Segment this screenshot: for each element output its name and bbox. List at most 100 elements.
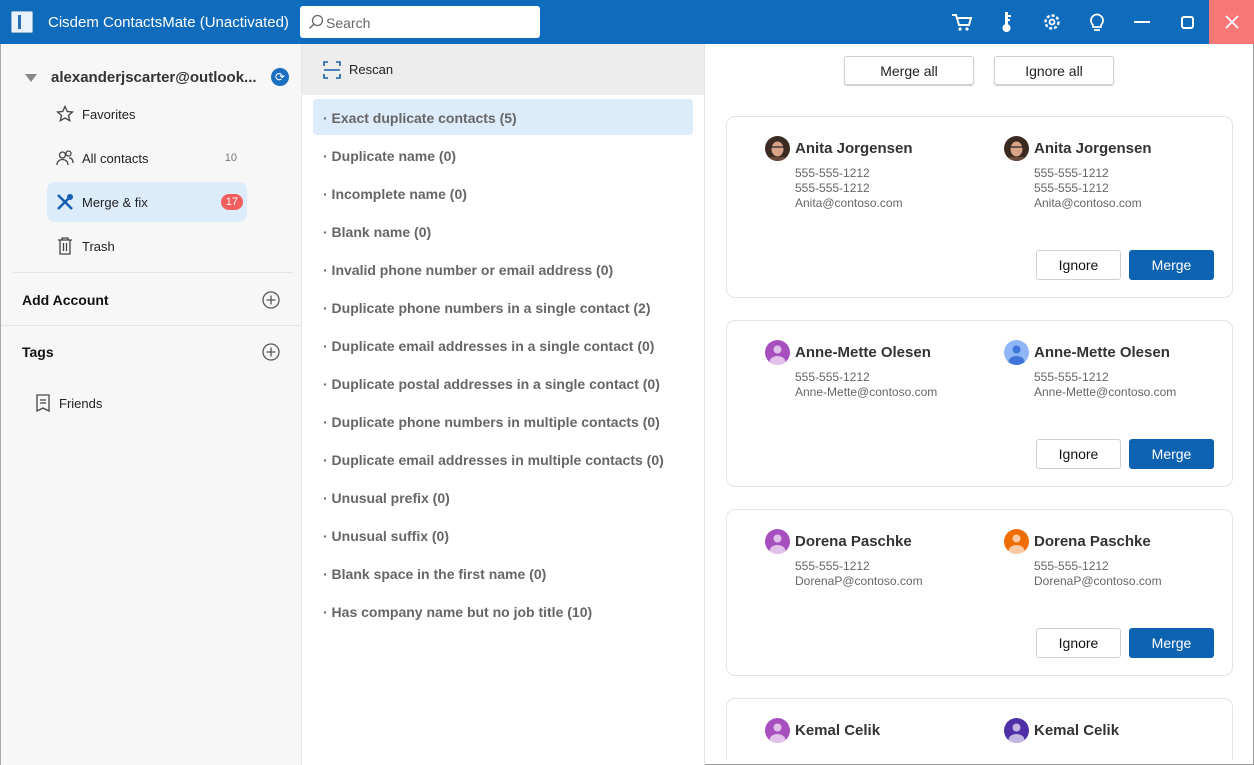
category-item[interactable]: · Blank space in the first name (0)	[323, 566, 547, 582]
scan-icon	[323, 60, 341, 79]
lightbulb-icon[interactable]	[1086, 11, 1108, 33]
sidebar-item-merge-fix[interactable]: Merge & fix 17	[47, 182, 247, 222]
contact-detail: 555-555-1212	[1034, 181, 1109, 195]
add-account-label: Add Account	[22, 292, 109, 308]
account-name: alexanderjscarter@outlook...	[51, 69, 257, 86]
tag-label: Friends	[59, 395, 103, 411]
app-logo-icon	[11, 11, 33, 33]
avatar	[1004, 718, 1029, 743]
category-item[interactable]: · Duplicate name (0)	[323, 148, 457, 164]
account-toggle[interactable]: alexanderjscarter@outlook...	[25, 69, 257, 86]
contact-name: Anita Jorgensen	[795, 140, 913, 157]
sync-icon[interactable]: ⟳	[271, 68, 289, 86]
rescan-label: Rescan	[349, 62, 394, 77]
minimize-icon[interactable]	[1131, 11, 1153, 33]
sidebar-item-favorites[interactable]: Favorites	[47, 94, 247, 134]
contact-detail: DorenaP@contoso.com	[1034, 574, 1162, 588]
avatar	[1004, 529, 1029, 554]
contact-detail: DorenaP@contoso.com	[795, 574, 923, 588]
avatar	[1004, 340, 1029, 365]
category-item[interactable]: · Incomplete name (0)	[323, 186, 467, 202]
duplicates-panel: Merge all Ignore all Anita Jorgensen 555-…	[705, 44, 1254, 765]
divider	[13, 272, 293, 273]
tags-label: Tags	[22, 344, 54, 360]
category-item[interactable]: · Duplicate postal addresses in a single…	[323, 376, 660, 392]
merge-button[interactable]: Merge	[1129, 439, 1214, 469]
contact-detail: Anne-Mette@contoso.com	[1034, 385, 1177, 399]
ignore-button[interactable]: Ignore	[1036, 250, 1121, 280]
avatar	[765, 529, 790, 554]
duplicate-group-card: Anne-Mette Olesen 555-555-1212 Anne-Mette@…	[726, 320, 1233, 487]
cart-icon[interactable]	[951, 11, 973, 33]
search-placeholder: Search	[326, 15, 371, 31]
category-item[interactable]: · Duplicate email addresses in multiple …	[323, 452, 664, 468]
add-tag-plus-icon[interactable]	[262, 343, 280, 361]
duplicate-group-card: Kemal Celik Kemal Celik	[726, 698, 1233, 760]
contact-name: Anne-Mette Olesen	[795, 344, 931, 361]
category-panel: Rescan · Exact duplicate contacts (5) · D…	[302, 44, 705, 765]
tag-item-friends[interactable]: Friends	[35, 394, 102, 412]
avatar	[765, 136, 790, 161]
people-icon	[56, 149, 74, 167]
avatar	[1004, 136, 1029, 161]
contact-name: Anne-Mette Olesen	[1034, 344, 1170, 361]
sidebar-item-all-contacts[interactable]: All contacts 10	[47, 138, 247, 178]
contact-detail: 555-555-1212	[1034, 559, 1109, 573]
merge-button[interactable]: Merge	[1129, 628, 1214, 658]
contact-detail: 555-555-1212	[795, 559, 870, 573]
close-button[interactable]	[1209, 0, 1254, 44]
ignore-all-button[interactable]: Ignore all	[994, 56, 1114, 85]
contact-name: Dorena Paschke	[1034, 533, 1151, 550]
contact-detail: Anne-Mette@contoso.com	[795, 385, 938, 399]
contact-detail: Anita@contoso.com	[795, 196, 903, 210]
sidebar-item-label: Merge & fix	[82, 194, 148, 210]
sidebar-item-label: Favorites	[82, 106, 136, 122]
sidebar: alexanderjscarter@outlook... ⟳ Favorites…	[0, 44, 303, 765]
category-item[interactable]: · Duplicate email addresses in a single …	[323, 338, 655, 354]
star-icon	[56, 105, 74, 123]
divider	[1, 325, 303, 326]
rescan-button[interactable]: Rescan	[302, 44, 704, 95]
ignore-button[interactable]: Ignore	[1036, 628, 1121, 658]
duplicate-group-card: Anita Jorgensen 555-555-1212 555-555-1212 A…	[726, 116, 1233, 298]
contacts-count: 10	[224, 152, 237, 164]
contact-detail: 555-555-1212	[1034, 370, 1109, 384]
close-icon	[1224, 15, 1239, 29]
merge-all-button[interactable]: Merge all	[844, 56, 974, 85]
title-bar: Cisdem ContactsMate (Unactivated) Search	[0, 0, 1254, 44]
sidebar-item-trash[interactable]: Trash	[47, 226, 247, 266]
ignore-button[interactable]: Ignore	[1036, 439, 1121, 469]
avatar	[765, 340, 790, 365]
search-input[interactable]: Search	[300, 6, 540, 38]
add-account-plus-icon[interactable]	[262, 291, 280, 309]
contact-detail: Anita@contoso.com	[1034, 196, 1142, 210]
app-title: Cisdem ContactsMate (Unactivated)	[48, 14, 289, 31]
contact-detail: 555-555-1212	[1034, 166, 1109, 180]
trash-icon	[56, 237, 74, 255]
contact-name: Anita Jorgensen	[1034, 140, 1152, 157]
key-icon[interactable]	[996, 11, 1018, 33]
category-item[interactable]: · Duplicate phone numbers in multiple co…	[323, 414, 660, 430]
contact-detail: 555-555-1212	[795, 166, 870, 180]
gear-icon[interactable]	[1041, 11, 1063, 33]
merge-button[interactable]: Merge	[1129, 250, 1214, 280]
sidebar-item-label: All contacts	[82, 150, 149, 166]
sidebar-item-label: Trash	[82, 238, 115, 254]
category-item[interactable]: · Unusual prefix (0)	[323, 490, 450, 506]
tools-icon	[56, 193, 74, 211]
caret-down-icon	[25, 74, 37, 83]
maximize-icon[interactable]	[1176, 11, 1198, 33]
category-item[interactable]: · Exact duplicate contacts (5)	[313, 99, 693, 135]
avatar	[765, 718, 790, 743]
category-item[interactable]: · Has company name but no job title (10)	[323, 604, 593, 620]
category-item[interactable]: · Blank name (0)	[323, 224, 432, 240]
contact-detail: 555-555-1212	[795, 370, 870, 384]
contact-name: Dorena Paschke	[795, 533, 912, 550]
duplicate-group-card: Dorena Paschke 555-555-1212 DorenaP@contos…	[726, 509, 1233, 676]
category-item[interactable]: · Unusual suffix (0)	[323, 528, 450, 544]
category-item[interactable]: · Duplicate phone numbers in a single co…	[323, 300, 651, 316]
search-icon	[309, 14, 324, 29]
merge-count-badge: 17	[220, 194, 243, 210]
category-item[interactable]: · Invalid phone number or email address …	[323, 262, 614, 278]
contact-name: Kemal Celik	[795, 722, 881, 739]
